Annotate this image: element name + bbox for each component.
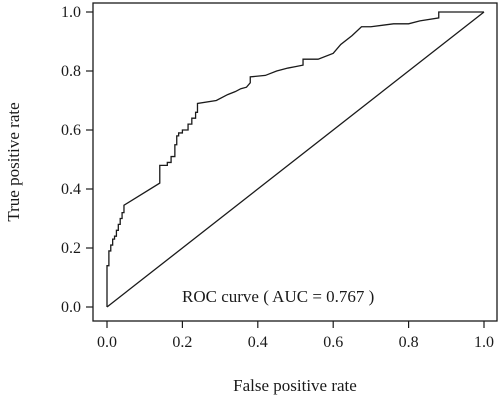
auc-annotation: ROC curve ( AUC = 0.767 )	[182, 287, 374, 306]
x-tick-label: 1.0	[474, 334, 494, 351]
y-axis: 0.0 0.2 0.4 0.6 0.8 1.0	[61, 4, 93, 316]
y-axis-title: True positive rate	[4, 102, 23, 221]
reference-diagonal-line	[106, 11, 485, 308]
x-tick-label: 0.0	[97, 334, 117, 351]
x-tick-label: 0.6	[323, 334, 343, 351]
x-axis: 0.0 0.2 0.4 0.6 0.8 1.0	[97, 321, 494, 351]
y-tick-label: 0.6	[61, 122, 81, 139]
x-tick-label: 0.4	[248, 334, 268, 351]
x-axis-title: False positive rate	[233, 376, 357, 395]
plot-frame	[92, 2, 498, 322]
y-tick-label: 0.0	[61, 299, 81, 316]
x-tick-label: 0.8	[399, 334, 419, 351]
y-tick-label: 0.4	[61, 181, 81, 198]
series-layer	[106, 11, 485, 308]
y-tick-label: 0.2	[61, 240, 81, 257]
roc-curve-line	[106, 11, 484, 307]
x-tick-label: 0.2	[172, 334, 192, 351]
y-tick-label: 0.8	[61, 63, 81, 80]
y-tick-label: 1.0	[61, 4, 81, 21]
